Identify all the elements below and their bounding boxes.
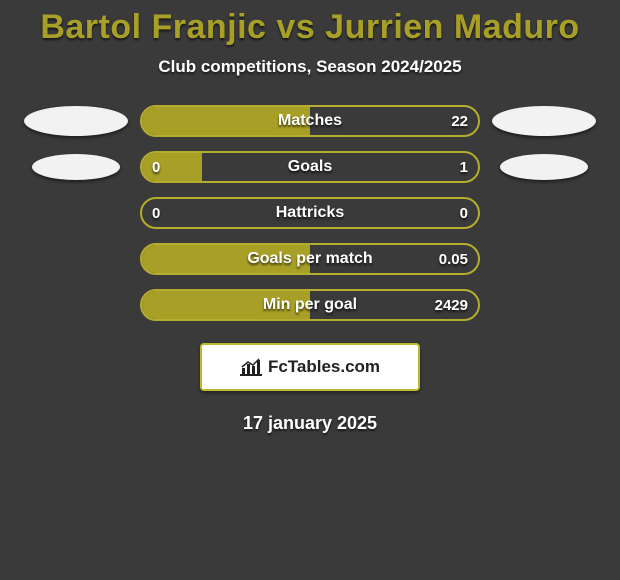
stat-label: Goals per match (142, 250, 478, 268)
stat-value-right: 0 (460, 205, 468, 222)
chart-icon (240, 358, 262, 376)
stat-row: Min per goal2429 (0, 289, 620, 321)
stat-bar: Min per goal2429 (140, 289, 480, 321)
stat-label: Matches (142, 112, 478, 130)
stat-value-right: 2429 (435, 297, 468, 314)
left-ellipse (24, 106, 128, 136)
stat-row: Matches22 (0, 105, 620, 137)
stat-rows: Matches220Goals10Hattricks0Goals per mat… (0, 105, 620, 321)
stat-value-right: 1 (460, 159, 468, 176)
page-title: Bartol Franjic vs Jurrien Maduro (0, 0, 620, 47)
badge-text: FcTables.com (268, 357, 380, 377)
container: Bartol Franjic vs Jurrien Maduro Club co… (0, 0, 620, 580)
date-text: 17 january 2025 (0, 413, 620, 434)
source-badge[interactable]: FcTables.com (200, 343, 420, 391)
right-ellipse (500, 154, 588, 180)
stat-row: 0Hattricks0 (0, 197, 620, 229)
stat-label: Min per goal (142, 296, 478, 314)
subtitle: Club competitions, Season 2024/2025 (0, 57, 620, 77)
stat-label: Hattricks (142, 204, 478, 222)
left-ellipse (32, 154, 120, 180)
right-ellipse (492, 106, 596, 136)
stat-value-right: 22 (451, 113, 468, 130)
stat-row: 0Goals1 (0, 151, 620, 183)
stat-row: Goals per match0.05 (0, 243, 620, 275)
stat-bar: Goals per match0.05 (140, 243, 480, 275)
stat-label: Goals (142, 158, 478, 176)
stat-bar: 0Goals1 (140, 151, 480, 183)
stat-bar: 0Hattricks0 (140, 197, 480, 229)
stat-bar: Matches22 (140, 105, 480, 137)
stat-value-right: 0.05 (439, 251, 468, 268)
